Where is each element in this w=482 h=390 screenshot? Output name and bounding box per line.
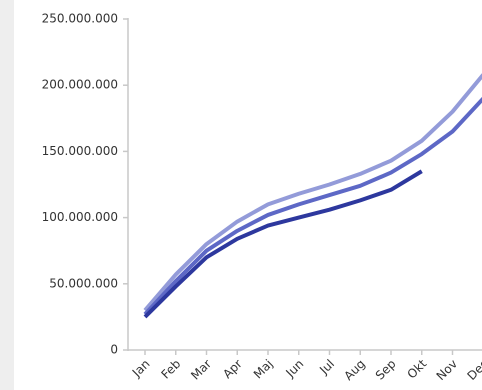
y-tick-label: 150.000.000 [42, 144, 118, 158]
x-tick-label: Sep [373, 357, 399, 383]
side-strip [0, 0, 14, 390]
y-tick-label: 0 [110, 343, 118, 357]
series-line [143, 169, 423, 319]
y-tick-label: 250.000.000 [42, 12, 118, 26]
y-tick-label: 100.000.000 [42, 210, 118, 224]
x-tick-label: Apr [220, 357, 245, 382]
x-tick-label: Feb [158, 357, 183, 382]
x-tick-label: Jun [282, 357, 306, 381]
x-tick-label: Okt [405, 356, 430, 381]
x-tick-label: Aug [341, 357, 367, 383]
x-tick-label: Nov [434, 357, 460, 383]
x-tick-label: Jul [316, 357, 337, 378]
series-line [143, 73, 482, 312]
x-tick-label: Dec [465, 357, 482, 383]
y-tick-label: 200.000.000 [42, 78, 118, 92]
x-tick-label: Mar [188, 357, 214, 383]
y-tick-label: 50.000.000 [49, 276, 118, 290]
x-tick-label: Maj [251, 357, 276, 382]
series-line [143, 97, 482, 316]
x-tick-label: Jan [129, 357, 153, 381]
